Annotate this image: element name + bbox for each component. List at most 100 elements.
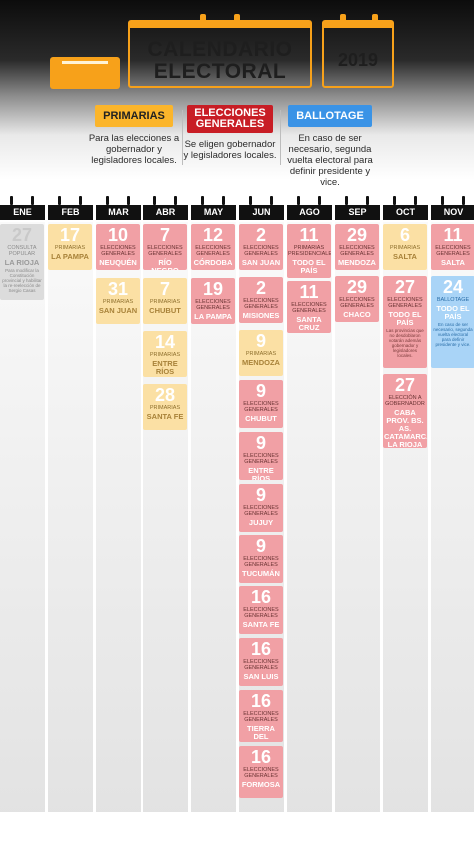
event-type: ELECCIONES GENERALES: [243, 659, 279, 671]
event-type: PRIMARIAS: [389, 245, 421, 251]
month-header-jun: JUN: [239, 205, 284, 220]
legend-generales: ELECCIONES GENERALES Se eligen gobernado…: [182, 105, 278, 161]
header-year-box: 2019: [322, 14, 394, 88]
legend-divider: [280, 110, 281, 165]
legend-ballotage-tag: BALLOTAGE: [288, 105, 372, 127]
legend-generales-label-2: GENERALES: [195, 118, 265, 130]
event-day: 11: [443, 225, 463, 245]
event-day: 11: [299, 225, 319, 245]
event-place: MISIONES: [242, 311, 280, 320]
event-day: 29: [346, 225, 368, 245]
event-day: 2: [255, 225, 266, 245]
event-place: MENDOZA: [338, 258, 376, 267]
legend-primarias: PRIMARIAS Para las elecciones a gobernad…: [86, 105, 182, 166]
event-type: PRIMARIAS: [102, 299, 134, 305]
event-day: 27: [394, 277, 416, 297]
calendar-ring-icon: [127, 196, 130, 205]
calendar-ring-icon: [153, 196, 156, 205]
month-header-may: MAY: [191, 205, 236, 220]
calendar-ring-icon: [201, 196, 204, 205]
event-type: ELECCIONES GENERALES: [387, 297, 423, 309]
event-day: 9: [255, 536, 266, 556]
event-place: CHUBUT: [149, 306, 181, 315]
event-day: 11: [299, 282, 319, 302]
event-type: ELECCIONES GENERALES: [243, 711, 279, 723]
calendar-ring-icon: [393, 196, 396, 205]
event-type: PRIMARIAS: [149, 299, 181, 305]
event-place: LA RIOJA: [4, 258, 40, 267]
calendar-ring-icon: [10, 196, 13, 205]
event-type: PRIMARIAS: [245, 351, 277, 357]
event-day: 19: [202, 279, 224, 299]
event-day: 12: [202, 225, 224, 245]
legend-generales-label-1: ELECCIONES: [194, 107, 266, 119]
event-type: ELECCIONES GENERALES: [147, 245, 183, 257]
event-place: SANTA CRUZ: [296, 315, 322, 332]
event-day: 9: [255, 433, 266, 453]
event-type: ELECCIONES GENERALES: [243, 453, 279, 465]
header-title-box: CALENDARIO ELECTORAL: [128, 14, 312, 88]
event-card: 27 CONSULTA POPULAR LA RIOJA Para modifi…: [0, 224, 44, 300]
event-day: 14: [154, 332, 176, 352]
event-type: ELECCIONES GENERALES: [243, 505, 279, 517]
event-place: TUCUMÁN: [242, 569, 280, 578]
calendar-ring-icon: [372, 14, 378, 28]
event-card: 24 BALLOTAGE TODO EL PAÍS En caso de ser…: [431, 276, 474, 368]
month-header-nov: NOV: [431, 205, 474, 220]
event-card: 9 ELECCIONES GENERALES TUCUMÁN: [239, 535, 283, 583]
event-card: 27 ELECCIÓN A GOBERNADOR CABA PROV. BS. …: [383, 374, 427, 448]
event-type: ELECCIONES GENERALES: [100, 245, 136, 257]
month-header-ago: AGO: [287, 205, 332, 220]
legend-primarias-tag: PRIMARIAS: [95, 105, 173, 127]
event-card: 16 ELECCIONES GENERALES SAN LUIS: [239, 638, 283, 686]
legend-generales-tag: ELECCIONES GENERALES: [187, 105, 273, 133]
month-header-feb: FEB: [48, 205, 93, 220]
event-place: SALTA: [441, 258, 465, 267]
event-card: 9 ELECCIONES GENERALES ENTRE RÍOS: [239, 432, 283, 480]
event-note: Las provincias que no desdoblaron votará…: [386, 328, 424, 358]
event-day: 16: [250, 747, 272, 767]
event-card: 9 ELECCIONES GENERALES CHUBUT: [239, 380, 283, 428]
event-place: ENTRE RÍOS: [248, 466, 274, 481]
column-ene: [0, 222, 45, 812]
event-place: CHACO: [343, 310, 371, 319]
calendar-ring-icon: [318, 196, 321, 205]
month-header-sep: SEP: [335, 205, 380, 220]
event-type: ELECCIONES GENERALES: [339, 245, 375, 257]
calendar-ring-icon: [297, 196, 300, 205]
calendar-ring-icon: [414, 196, 417, 205]
event-day: 17: [59, 225, 81, 245]
event-card: 16 ELECCIONES GENERALES FORMOSA: [239, 746, 283, 798]
event-place: FORMOSA: [241, 780, 281, 789]
event-type: ELECCIONES GENERALES: [339, 297, 375, 309]
event-card: 11 ELECCIONES GENERALES SALTA: [431, 224, 474, 270]
event-place: SAN LUIS: [243, 672, 279, 681]
event-card: 9 ELECCIONES GENERALES JUJUY: [239, 484, 283, 532]
event-type: ELECCIONES GENERALES: [243, 298, 279, 310]
calendar-ring-icon: [345, 196, 348, 205]
event-place: ENTRE RÍOS: [152, 359, 178, 376]
column-feb: [48, 222, 93, 812]
event-place: SANTA FE: [146, 412, 184, 421]
calendar-ring-icon: [31, 196, 34, 205]
event-day: 16: [250, 587, 272, 607]
calendar-ring-icon: [58, 196, 61, 205]
event-place: CÓRDOBA: [193, 258, 233, 267]
event-place: TIERRA DEL FUEGO: [247, 724, 275, 743]
event-day: 29: [346, 277, 368, 297]
event-card: 16 ELECCIONES GENERALES TIERRA DEL FUEGO: [239, 690, 283, 742]
event-type: PRIMARIAS: [54, 245, 86, 251]
event-card: 14 PRIMARIAS ENTRE RÍOS: [143, 331, 187, 377]
event-place: SAN JUAN: [98, 306, 138, 315]
event-card: 28 PRIMARIAS SANTA FE: [143, 384, 187, 430]
title-line-1: CALENDARIO: [147, 38, 293, 61]
event-type: CONSULTA POPULAR: [7, 245, 37, 257]
event-card: 12 ELECCIONES GENERALES CÓRDOBA: [191, 224, 235, 270]
calendar-ring-icon: [249, 196, 252, 205]
event-card: 7 PRIMARIAS CHUBUT: [143, 278, 187, 324]
event-day: 9: [255, 381, 266, 401]
event-place: TODO EL PAÍS: [436, 304, 470, 321]
calendar-ring-icon: [340, 14, 346, 28]
calendar-ring-icon: [462, 196, 465, 205]
event-type: ELECCIONES GENERALES: [243, 556, 279, 568]
